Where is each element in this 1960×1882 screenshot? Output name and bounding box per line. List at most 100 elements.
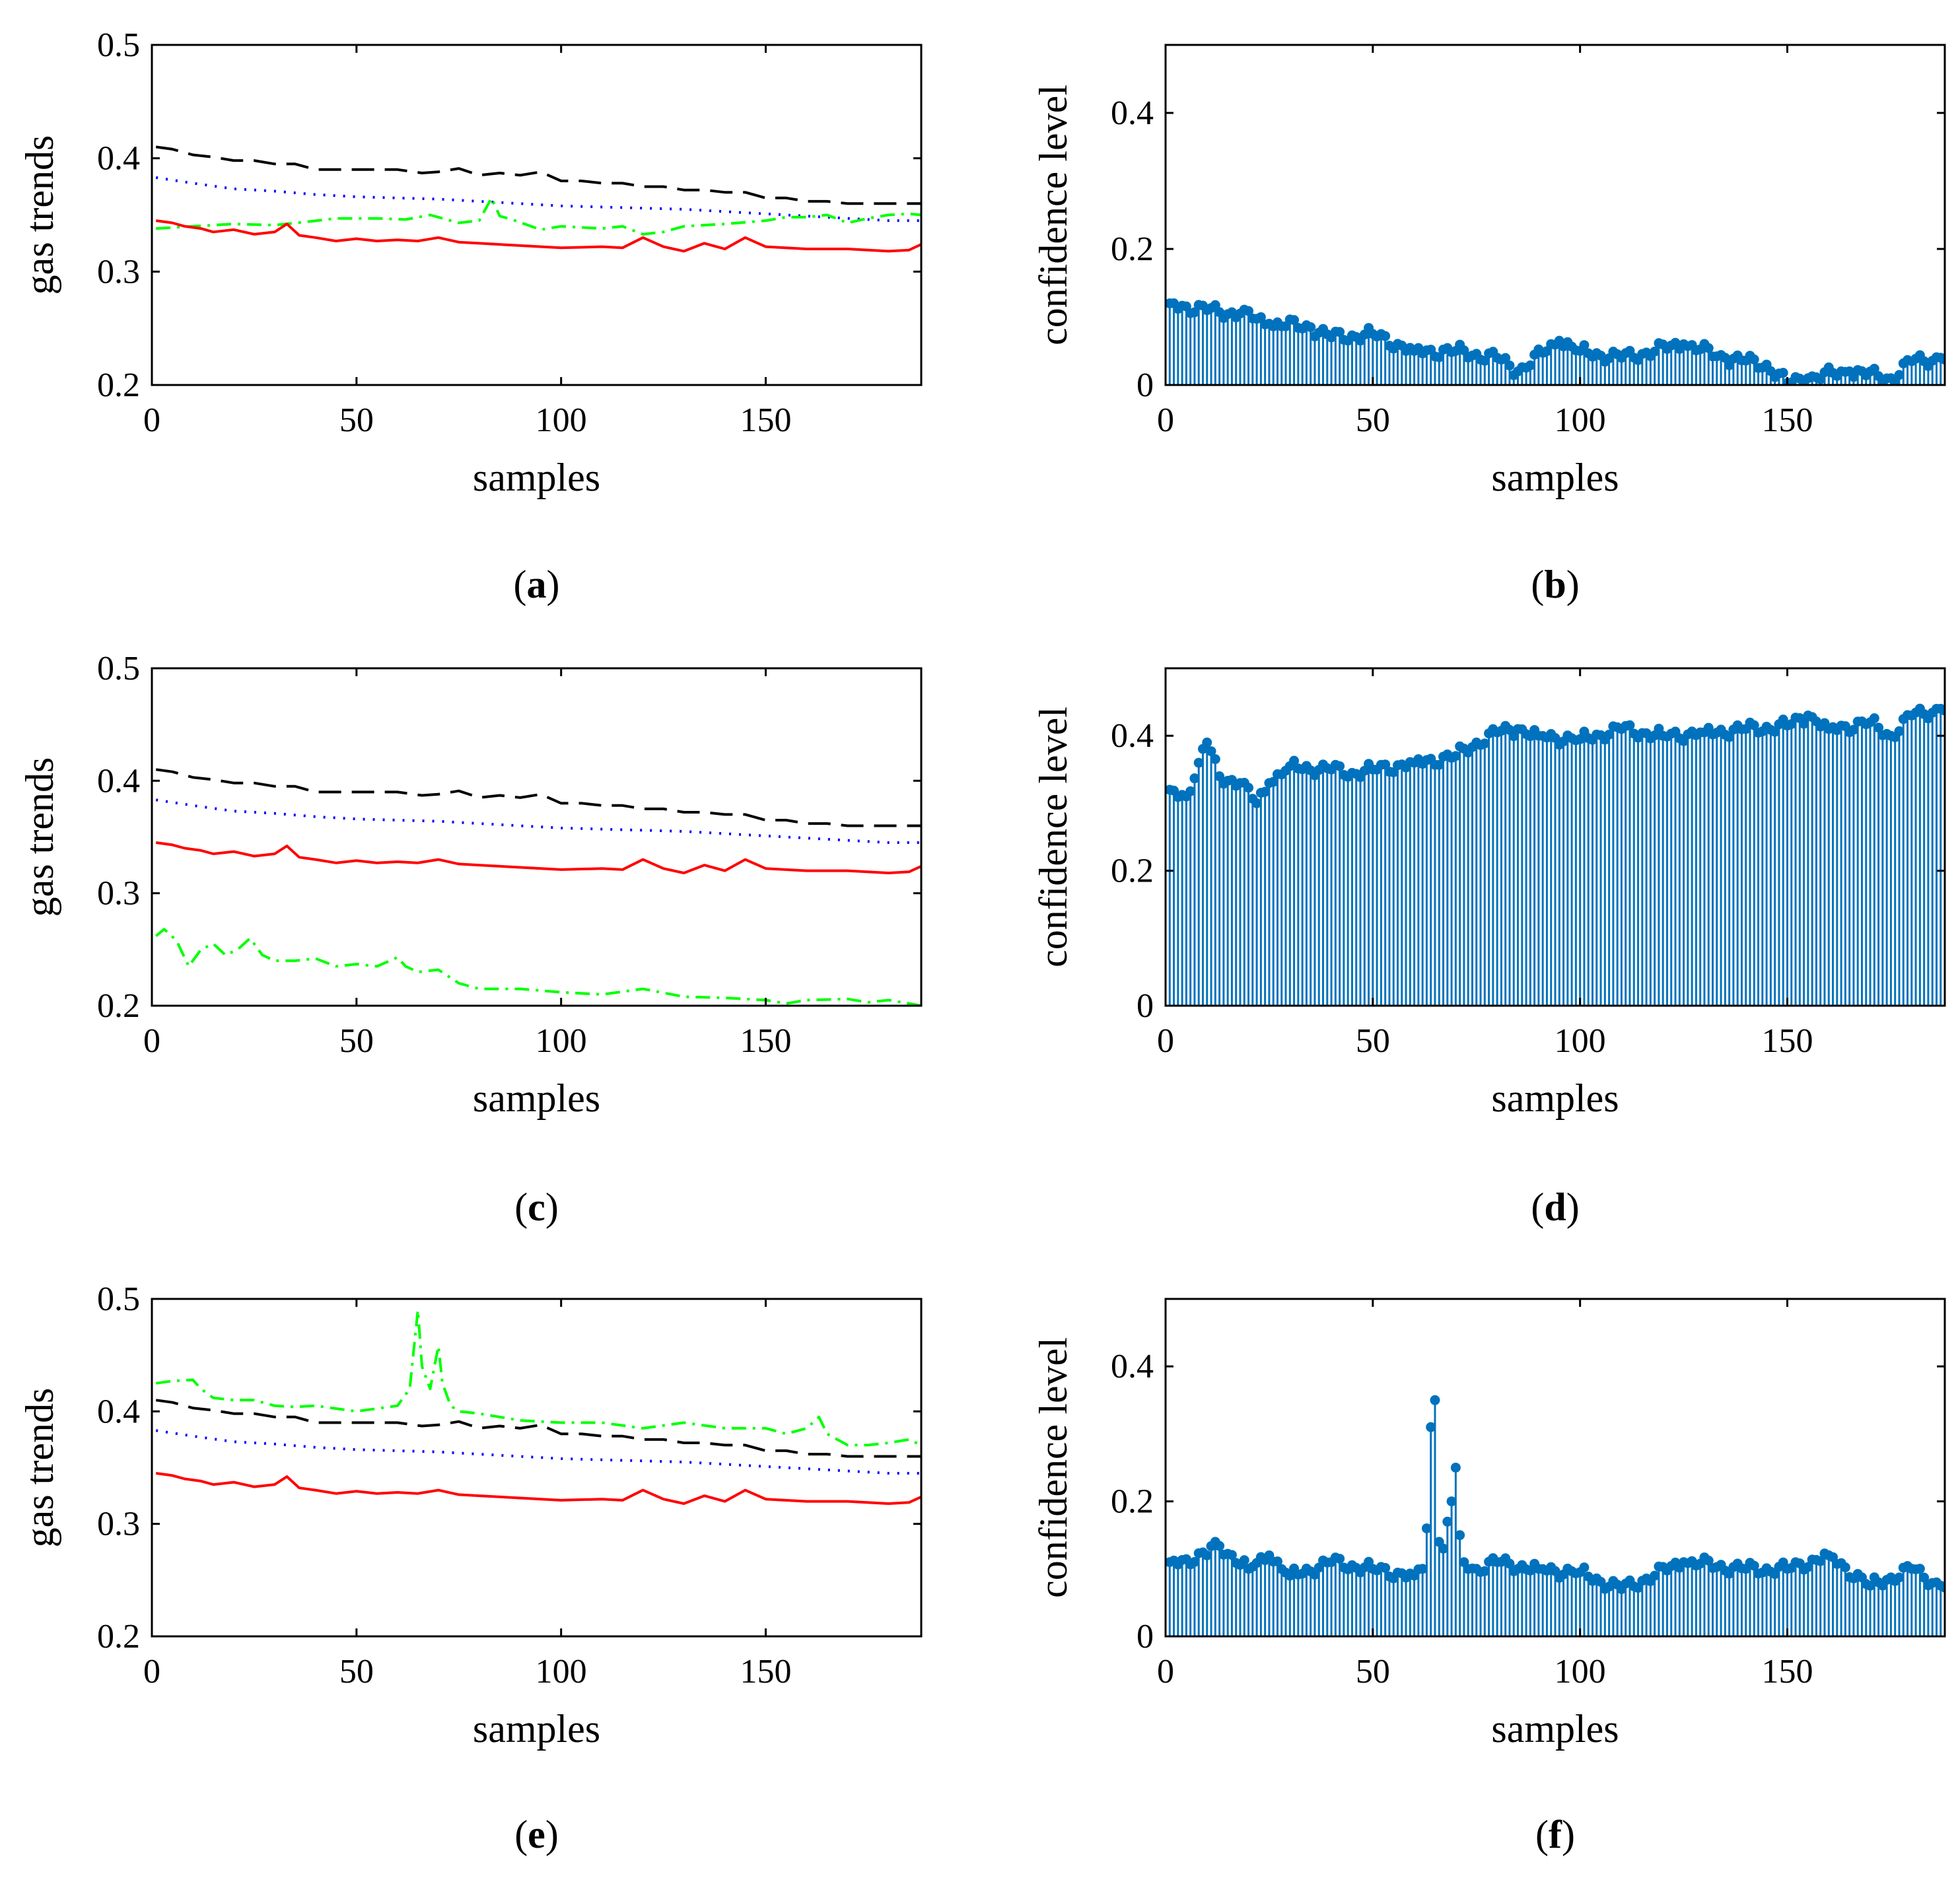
stem-marker (1243, 783, 1254, 793)
stem-marker (1417, 1564, 1428, 1574)
y-tick-label: 0.4 (97, 1393, 140, 1430)
y-axis-label: confidence level (1032, 1337, 1075, 1598)
stem-marker (1778, 368, 1788, 378)
series-line-green (155, 928, 921, 1006)
stem-marker (1479, 1566, 1490, 1576)
series-line-red (155, 1472, 921, 1505)
plot-area (155, 1309, 921, 1505)
y-tick-label: 0.3 (97, 1506, 140, 1543)
stem-marker (1272, 1556, 1282, 1566)
axes-box (1164, 44, 1946, 386)
series-line-green (155, 1309, 921, 1447)
stem-marker (1239, 1555, 1249, 1566)
y-axis-label: gas trends (18, 135, 61, 295)
x-axis-label: samples (473, 1707, 600, 1751)
stem-marker (1189, 773, 1200, 784)
stem-marker (1575, 734, 1586, 744)
panel-b: 0 50 100 150 0 0.2 0.4 samples confidence level (… (1032, 44, 1946, 606)
x-tick-label: 0 (1157, 1022, 1174, 1060)
stem-marker (1335, 761, 1345, 771)
y-tick-label: 0 (1137, 987, 1154, 1025)
panel-label: (f) (1535, 1813, 1575, 1856)
stem-marker (1335, 327, 1345, 337)
stem-marker (1214, 1541, 1225, 1551)
panel-label: (e) (514, 1813, 559, 1856)
stem-marker (1579, 340, 1590, 351)
series-line-red (155, 841, 921, 874)
x-tick-label: 100 (1555, 1653, 1606, 1690)
stem-marker (1703, 343, 1714, 353)
stem-marker (1268, 777, 1278, 787)
x-tick-label: 150 (740, 1653, 792, 1690)
panel-label: (a) (514, 563, 560, 606)
x-tick-label: 150 (1761, 1653, 1813, 1690)
stem-marker (1335, 1553, 1345, 1564)
stem-marker (1455, 1530, 1465, 1541)
stem-marker (1189, 1556, 1200, 1567)
y-tick-label: 0 (1137, 1618, 1154, 1655)
stem-marker (1306, 322, 1316, 332)
y-tick-label: 0.5 (97, 26, 140, 64)
stem-marker (1579, 1562, 1590, 1573)
stem-marker (1840, 1562, 1850, 1572)
plot-area (155, 145, 921, 253)
y-tick-label: 0 (1137, 366, 1154, 404)
x-tick-label: 0 (143, 401, 160, 439)
stem-marker (1919, 1572, 1930, 1583)
stem-marker (1703, 1555, 1714, 1566)
y-tick-label: 0.5 (97, 650, 140, 687)
x-tick-label: 150 (1761, 1022, 1813, 1060)
x-tick-label: 100 (536, 401, 587, 439)
stem-marker (1604, 729, 1615, 740)
y-tick-label: 0.3 (97, 253, 140, 291)
x-tick-label: 150 (740, 1022, 792, 1060)
stem-marker (1525, 360, 1535, 370)
stem-marker (1479, 738, 1490, 749)
x-axis-label: samples (473, 456, 600, 499)
y-tick-label: 0.3 (97, 875, 140, 913)
stem-marker (1940, 1582, 1945, 1593)
y-axis-label: gas trends (18, 1388, 61, 1548)
plot-area (1166, 703, 1945, 1006)
stem-marker (1202, 737, 1212, 748)
stem-marker (1815, 1556, 1826, 1566)
stem-marker (1625, 720, 1635, 730)
y-tick-label: 0.2 (97, 1618, 140, 1655)
stem-marker (1504, 1558, 1515, 1569)
stem-marker (1799, 718, 1809, 729)
stem-marker (1450, 751, 1461, 761)
y-tick-label: 0.4 (1111, 717, 1154, 755)
series-line-blue (155, 798, 921, 844)
x-tick-label: 50 (339, 1653, 374, 1690)
stem-marker (1803, 1562, 1813, 1572)
stem-marker (1434, 352, 1444, 363)
stem-marker (1421, 1523, 1432, 1533)
stem-marker (1185, 786, 1196, 796)
y-axis-label: gas trends (18, 757, 61, 917)
panel-a: 0 50 100 150 0.2 0.3 0.4 0.5 samples gas trends (a… (18, 26, 923, 606)
x-tick-label: 100 (1555, 401, 1606, 439)
y-tick-label: 0.2 (1111, 1483, 1154, 1521)
x-axis-label: samples (1491, 456, 1619, 499)
series-line-black (155, 768, 921, 827)
x-axis-label: samples (1491, 1707, 1619, 1751)
x-tick-label: 0 (1157, 401, 1174, 439)
stem-marker (1210, 754, 1220, 765)
x-tick-label: 50 (1356, 1653, 1390, 1690)
series-line-red (155, 219, 921, 253)
stem-marker (1940, 705, 1945, 716)
stem-marker (1504, 360, 1515, 370)
stem-marker (1894, 726, 1905, 736)
axes-box (151, 44, 923, 386)
stem-marker (1289, 315, 1300, 326)
stem-marker (1724, 732, 1735, 742)
y-tick-label: 0.4 (1111, 94, 1154, 132)
y-tick-label: 0.2 (97, 987, 140, 1025)
stem-marker (1650, 1570, 1660, 1581)
stem-marker (1202, 1550, 1212, 1560)
x-tick-label: 0 (143, 1022, 160, 1060)
panel-label: (c) (514, 1185, 559, 1229)
y-tick-label: 0.5 (97, 1280, 140, 1318)
